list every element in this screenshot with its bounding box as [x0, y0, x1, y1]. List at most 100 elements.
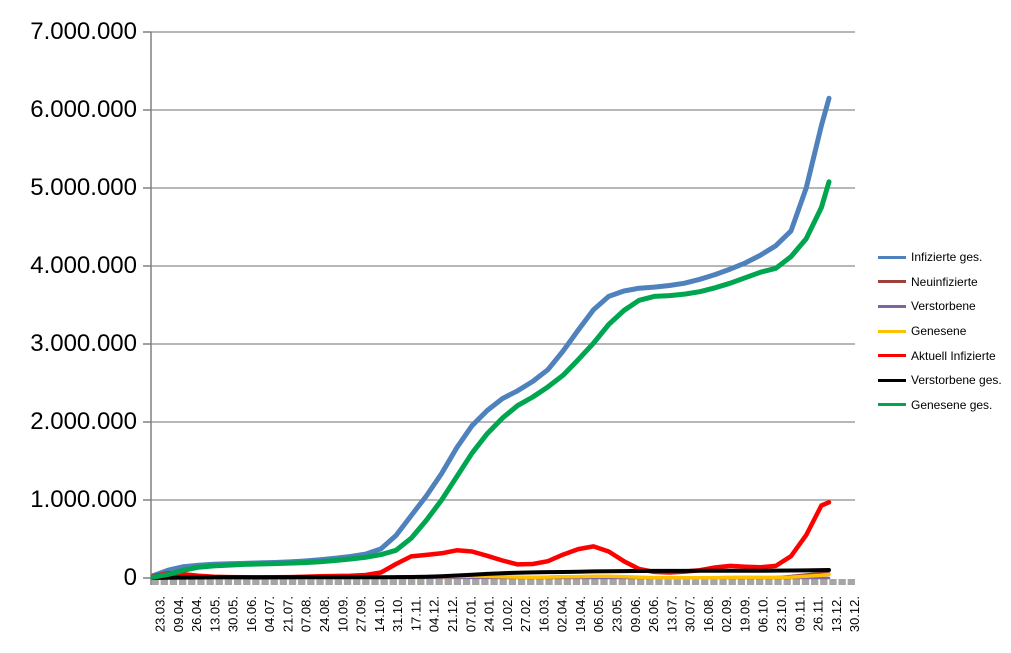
- x-axis-label: 26.04.: [189, 596, 204, 632]
- x-axis-band-segment: [261, 579, 269, 585]
- x-axis-band-segment: [838, 579, 846, 585]
- series-infizierte-ges: [150, 95, 832, 579]
- legend-item-genesene[interactable]: Genesene: [878, 319, 1011, 344]
- x-axis-band-segment: [673, 579, 681, 585]
- x-axis-band-segment: [600, 579, 608, 585]
- legend-label-genesene: Genesene: [911, 324, 967, 339]
- x-axis-band-segment: [719, 579, 727, 585]
- x-axis-label: 09.11.: [792, 596, 807, 631]
- x-axis-label: 30.05.: [226, 596, 241, 632]
- legend-item-verstorbene-ges[interactable]: Verstorbene ges.: [878, 368, 1011, 393]
- x-axis-band-segment: [188, 579, 196, 585]
- x-axis-band-segment: [325, 579, 333, 585]
- x-axis-band-segment: [618, 579, 626, 585]
- x-axis-label: 30.07.: [683, 596, 698, 632]
- x-axis-band-segment: [426, 579, 434, 585]
- x-axis-band-segment: [389, 579, 397, 585]
- x-axis-band-segment: [646, 579, 654, 585]
- x-axis-band-segment: [160, 579, 168, 585]
- x-axis-label: 07.08.: [299, 596, 314, 632]
- x-axis-label: 19.09.: [737, 596, 752, 632]
- x-axis-band-segment: [829, 579, 837, 585]
- x-axis-band-segment: [655, 579, 663, 585]
- x-axis-band-segment: [792, 579, 800, 585]
- x-axis-label: 21.07.: [280, 596, 295, 632]
- x-axis-band-segment: [371, 579, 379, 585]
- legend-item-infizierte-ges[interactable]: Infizierte ges.: [878, 245, 1011, 270]
- x-axis-band-segment: [737, 579, 746, 585]
- x-axis-band-segment: [243, 579, 251, 585]
- x-axis-band-segment: [307, 579, 315, 585]
- x-axis-label: 17.11.: [408, 596, 423, 631]
- x-axis-band-segment: [536, 579, 544, 585]
- x-axis-band-segment: [746, 579, 755, 585]
- legend-item-neuinfizierte[interactable]: Neuinfizierte: [878, 270, 1011, 295]
- x-axis-band-segment: [353, 579, 361, 585]
- x-axis-label: 21.12.: [445, 596, 460, 632]
- x-axis-label: 16.06.: [244, 596, 259, 632]
- x-axis-label: 23.10.: [774, 596, 789, 632]
- x-axis-band-segment: [820, 579, 828, 585]
- x-axis-label: 31.10.: [390, 596, 405, 632]
- x-axis-band-segment: [508, 579, 517, 585]
- x-axis-band-segment: [627, 579, 636, 585]
- legend-swatch-neuinfizierte: [878, 280, 906, 284]
- x-axis-label: 19.04.: [573, 596, 588, 632]
- x-axis-label: 16.03.: [536, 596, 551, 632]
- legend-swatch-verstorbene: [878, 304, 906, 308]
- x-axis-band-segment: [609, 579, 617, 585]
- x-axis-band-segment: [233, 579, 242, 585]
- x-axis-band-segment: [380, 579, 388, 585]
- x-axis-label: 07.01.: [463, 596, 478, 632]
- x-axis-label: 26.06.: [646, 596, 661, 632]
- x-axis-band-segment: [462, 579, 471, 585]
- x-axis-band-segment: [554, 579, 562, 585]
- x-axis-band-segment: [362, 579, 370, 585]
- x-axis-label: 02.09.: [719, 596, 734, 632]
- x-axis-band-segment: [756, 579, 764, 585]
- legend-swatch-infizierte-ges: [878, 255, 906, 259]
- legend-item-aktuell-infizierte[interactable]: Aktuell Infizierte: [878, 343, 1011, 368]
- x-axis-band-segment: [710, 579, 718, 585]
- x-axis-band-segment: [288, 579, 297, 585]
- x-axis-band-segment: [151, 579, 159, 585]
- x-axis-band-segment: [298, 579, 306, 585]
- x-axis-label: 24.08.: [317, 596, 332, 632]
- legend: Infizierte ges. Neuinfizierte Verstorben…: [878, 245, 1011, 417]
- legend-swatch-aktuell-infizierte: [878, 354, 906, 358]
- x-axis-label: 13.07.: [664, 596, 679, 632]
- x-axis-band-segment: [811, 579, 819, 585]
- x-axis-band-segment: [178, 579, 187, 585]
- x-axis-band-segment: [664, 579, 672, 585]
- x-axis-band-segment: [417, 579, 425, 585]
- legend-item-genesene-ges[interactable]: Genesene ges.: [878, 393, 1011, 418]
- series-verstorbene-ges: [151, 568, 831, 580]
- x-axis-band-segment: [774, 579, 782, 585]
- x-axis-band-segment: [398, 579, 407, 585]
- x-axis-band-segment: [206, 579, 214, 585]
- legend-label-infizierte-ges: Infizierte ges.: [911, 250, 983, 265]
- x-axis-band-segment: [563, 579, 571, 585]
- x-axis-band-segment: [316, 579, 324, 585]
- x-axis-band-segment: [847, 579, 855, 585]
- x-axis-band-segment: [701, 579, 709, 585]
- x-axis-band-segment: [169, 579, 178, 585]
- x-axis-label: 06.05.: [591, 596, 606, 632]
- legend-swatch-genesene: [878, 329, 906, 333]
- x-axis-label: 09.04.: [171, 596, 186, 632]
- x-axis-band-segment: [343, 579, 352, 585]
- x-axis-band-segment: [728, 579, 736, 585]
- legend-item-verstorbene[interactable]: Verstorbene: [878, 294, 1011, 319]
- x-axis-label: 09.06.: [628, 596, 643, 632]
- x-axis-band-segment: [499, 579, 507, 585]
- x-axis-label: 04.07.: [262, 596, 277, 632]
- x-axis-label: 24.01.: [482, 596, 497, 632]
- x-axis-label: 23.05.: [610, 596, 625, 632]
- x-axis-label: 14.10.: [372, 596, 387, 632]
- legend-label-neuinfizierte: Neuinfizierte: [911, 274, 978, 289]
- legend-swatch-genesene-ges: [878, 403, 906, 407]
- x-axis-band-segment: [407, 579, 416, 585]
- x-axis-label: 26.11.: [811, 596, 826, 631]
